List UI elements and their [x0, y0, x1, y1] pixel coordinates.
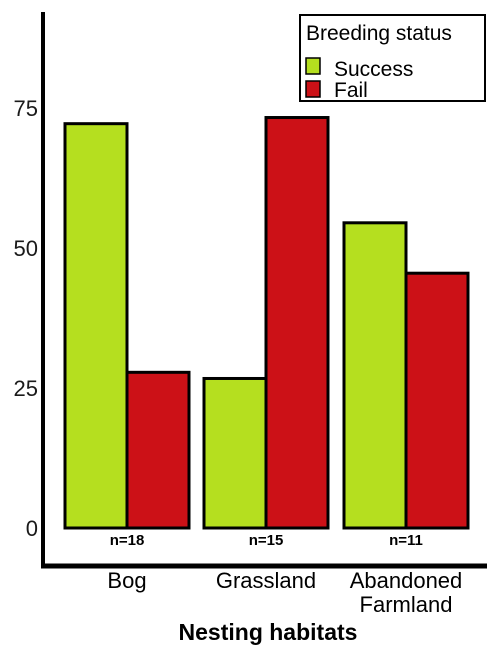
x-category-label: Bog [107, 568, 146, 593]
bar-fail [404, 271, 470, 530]
legend-label-fail: Fail [334, 79, 368, 102]
x-axis-title: Nesting habitats [179, 619, 358, 645]
legend-box [299, 14, 486, 102]
y-tick-label: 50 [14, 236, 38, 261]
bar-fail [125, 370, 191, 530]
legend-label-success: Success [334, 58, 413, 81]
bar-success [63, 122, 129, 530]
y-tick-label: 0 [26, 516, 38, 541]
legend: Breeding status Success Fail [299, 14, 486, 102]
sample-size-label: n=15 [249, 532, 284, 549]
y-tick-label: 25 [14, 376, 38, 401]
bar-fail [264, 116, 330, 530]
x-category-label: Grassland [216, 568, 316, 593]
sample-size-label: n=11 [389, 532, 423, 549]
legend-swatch-fail [305, 80, 321, 98]
bar-success [202, 376, 268, 530]
legend-title: Breeding status [306, 22, 452, 45]
bars [63, 116, 470, 530]
sample-size-labels: n=18 n=15 n=11 [110, 532, 423, 549]
legend-swatch-success [305, 57, 321, 75]
y-tick-label: 75 [14, 96, 38, 121]
y-tick-labels: 0 25 50 75 [14, 96, 38, 541]
x-category-label: Farmland [360, 592, 453, 617]
sample-size-label: n=18 [110, 532, 145, 549]
bar-success [342, 221, 408, 530]
x-category-label: Abandoned [350, 568, 463, 593]
